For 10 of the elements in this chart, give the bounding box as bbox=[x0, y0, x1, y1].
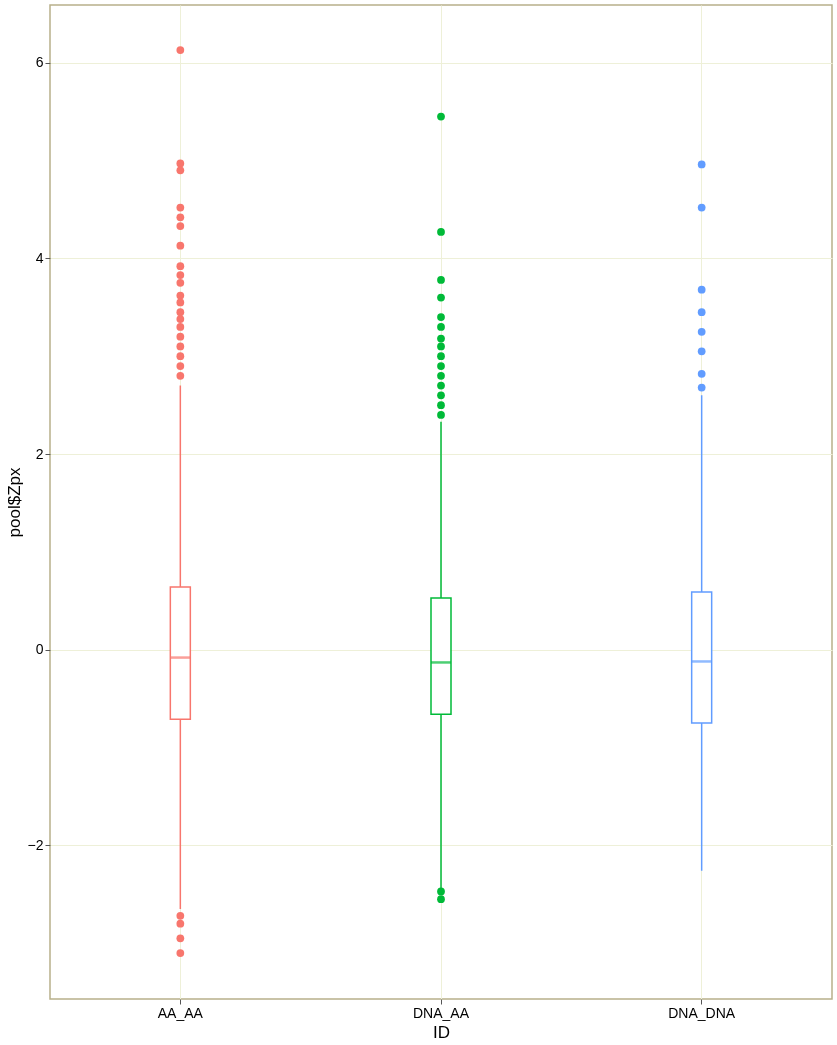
y-axis-title: pool$Zpx bbox=[4, 467, 24, 538]
x-tick-label: DNA_AA bbox=[412, 1004, 470, 1021]
y-tick-label: −2 bbox=[27, 836, 44, 853]
y-tick-label: 6 bbox=[35, 54, 44, 71]
y-tick-label: 0 bbox=[35, 641, 44, 658]
x-tick-label: DNA_DNA bbox=[668, 1004, 736, 1021]
y-tick-label: 2 bbox=[35, 445, 44, 462]
x-axis-title: ID bbox=[433, 1022, 450, 1042]
y-tick-label: 4 bbox=[35, 249, 44, 266]
x-tick-label: AA_AA bbox=[157, 1004, 204, 1021]
